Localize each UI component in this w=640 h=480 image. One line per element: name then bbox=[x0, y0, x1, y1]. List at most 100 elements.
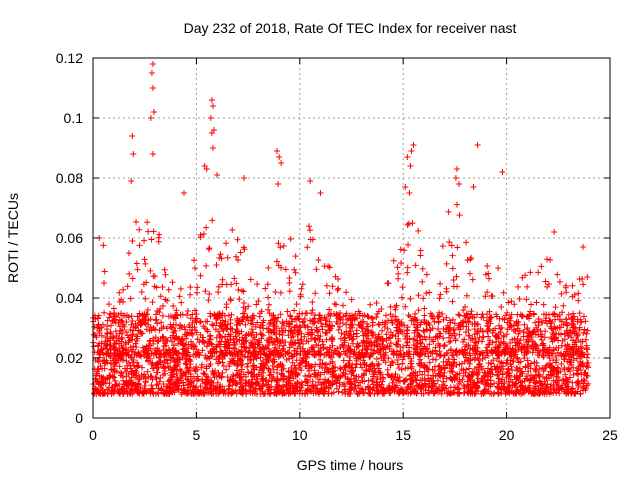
data-point bbox=[516, 365, 523, 372]
data-point bbox=[303, 388, 310, 395]
data-point bbox=[238, 383, 245, 390]
data-point bbox=[105, 301, 112, 308]
data-point bbox=[530, 390, 537, 397]
data-point bbox=[565, 343, 572, 350]
data-point bbox=[155, 390, 162, 397]
data-point bbox=[475, 375, 482, 382]
data-point bbox=[377, 351, 384, 358]
data-point bbox=[489, 293, 496, 300]
data-point bbox=[127, 354, 134, 361]
data-point bbox=[463, 292, 470, 299]
data-point bbox=[368, 377, 375, 384]
data-point bbox=[127, 336, 134, 343]
data-point bbox=[158, 319, 165, 326]
data-point bbox=[456, 212, 463, 219]
data-point bbox=[216, 254, 223, 261]
data-point bbox=[252, 344, 259, 351]
data-point bbox=[335, 351, 342, 358]
data-point bbox=[196, 319, 203, 326]
data-point bbox=[129, 275, 136, 282]
data-point bbox=[536, 318, 543, 325]
data-point bbox=[573, 355, 580, 362]
data-point bbox=[419, 371, 426, 378]
data-point bbox=[161, 353, 168, 360]
data-point bbox=[577, 390, 584, 397]
data-point bbox=[367, 301, 374, 308]
data-point bbox=[253, 355, 260, 362]
data-point bbox=[160, 372, 167, 379]
data-point bbox=[129, 331, 136, 338]
data-point bbox=[248, 370, 254, 377]
data-point bbox=[146, 342, 153, 349]
data-point bbox=[96, 328, 103, 335]
data-point bbox=[107, 311, 114, 318]
data-point bbox=[93, 388, 100, 395]
data-point bbox=[372, 368, 379, 375]
data-point bbox=[274, 363, 281, 370]
data-point bbox=[382, 349, 389, 356]
data-point bbox=[198, 364, 205, 371]
data-point bbox=[562, 371, 569, 378]
data-point bbox=[256, 310, 263, 317]
data-point bbox=[440, 364, 447, 371]
data-point bbox=[395, 390, 402, 397]
data-point bbox=[335, 285, 342, 292]
data-point bbox=[152, 374, 159, 381]
data-point bbox=[291, 307, 298, 314]
data-point bbox=[411, 314, 418, 321]
data-point bbox=[125, 250, 132, 257]
data-point bbox=[213, 373, 220, 380]
data-point bbox=[337, 335, 344, 342]
data-point bbox=[333, 385, 340, 392]
data-point bbox=[576, 324, 583, 331]
data-point bbox=[464, 310, 471, 317]
data-point bbox=[227, 297, 234, 304]
data-point bbox=[525, 330, 532, 337]
data-point bbox=[532, 331, 539, 338]
data-point bbox=[555, 383, 562, 390]
data-point bbox=[521, 349, 528, 356]
data-point bbox=[484, 376, 491, 383]
data-point bbox=[486, 315, 493, 322]
data-point bbox=[107, 342, 114, 349]
data-point bbox=[176, 293, 183, 300]
data-point bbox=[367, 339, 374, 346]
y-tick-label: 0.04 bbox=[56, 290, 83, 306]
data-point bbox=[205, 389, 212, 396]
data-point bbox=[184, 312, 191, 319]
data-point bbox=[302, 363, 309, 370]
data-point bbox=[126, 270, 133, 277]
data-point bbox=[147, 316, 154, 323]
x-tick-label: 5 bbox=[193, 427, 201, 443]
data-point bbox=[148, 236, 155, 243]
data-point bbox=[424, 345, 431, 352]
data-point bbox=[187, 315, 194, 322]
data-point bbox=[292, 390, 299, 397]
data-point bbox=[256, 339, 263, 346]
data-point bbox=[417, 333, 424, 340]
data-point bbox=[128, 313, 135, 320]
data-point bbox=[453, 273, 460, 280]
data-point bbox=[313, 266, 320, 273]
data-point bbox=[277, 338, 284, 345]
data-point bbox=[172, 311, 179, 318]
data-point bbox=[133, 333, 140, 340]
data-point bbox=[143, 311, 150, 318]
data-point bbox=[159, 333, 166, 340]
data-point bbox=[99, 358, 106, 365]
data-point bbox=[224, 374, 231, 381]
data-point bbox=[170, 321, 177, 328]
data-point bbox=[533, 379, 540, 386]
data-point bbox=[261, 351, 268, 358]
data-point bbox=[425, 384, 432, 391]
data-point bbox=[418, 359, 425, 366]
data-point bbox=[162, 271, 169, 278]
data-point bbox=[568, 320, 575, 327]
data-point bbox=[412, 350, 419, 357]
data-point bbox=[440, 325, 447, 332]
data-point bbox=[475, 369, 482, 376]
data-point bbox=[229, 226, 236, 233]
data-point bbox=[519, 390, 526, 397]
data-point bbox=[265, 365, 272, 372]
data-point bbox=[483, 344, 490, 351]
